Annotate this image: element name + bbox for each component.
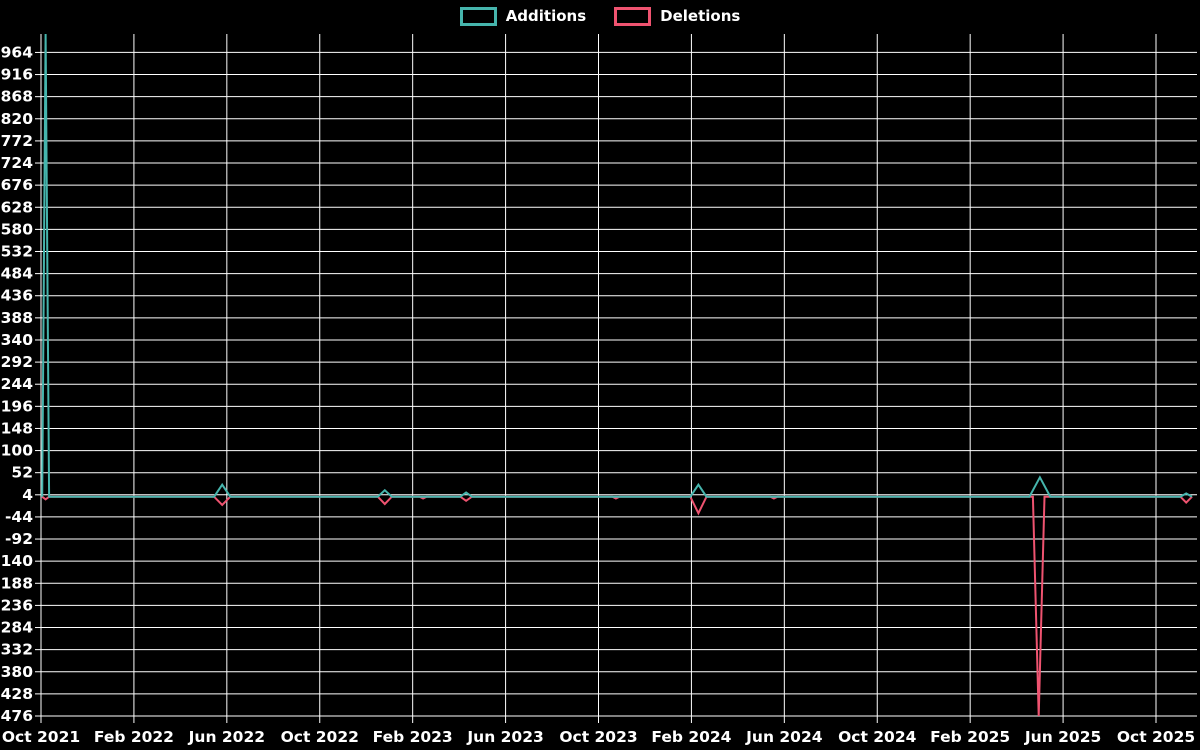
svg-text:484: 484	[1, 265, 34, 283]
svg-text:Jun 2025: Jun 2025	[1024, 728, 1101, 746]
svg-text:388: 388	[1, 309, 33, 327]
svg-text:-476: -476	[0, 707, 33, 725]
svg-text:-284: -284	[0, 619, 33, 637]
svg-text:Oct 2022: Oct 2022	[281, 728, 359, 746]
y-tick-labels: 964 916 868 820 772 724 676 628 580 532 484 436 388 3…	[0, 43, 33, 725]
svg-text:676: 676	[1, 176, 33, 194]
svg-text:-380: -380	[0, 663, 33, 681]
svg-text:Feb 2023: Feb 2023	[373, 728, 453, 746]
svg-text:Jun 2023: Jun 2023	[466, 728, 543, 746]
svg-text:Oct 2021: Oct 2021	[2, 728, 80, 746]
svg-text:292: 292	[1, 353, 33, 371]
svg-text:196: 196	[1, 397, 33, 415]
svg-text:820: 820	[1, 110, 34, 128]
y-gridlines	[35, 51, 1197, 717]
svg-text:340: 340	[1, 331, 34, 349]
legend-item-additions[interactable]: Additions	[459, 7, 587, 26]
x-gridlines	[40, 34, 1157, 723]
svg-text:Feb 2022: Feb 2022	[94, 728, 174, 746]
svg-text:Jun 2022: Jun 2022	[188, 728, 265, 746]
svg-text:Oct 2025: Oct 2025	[1117, 728, 1195, 746]
svg-text:148: 148	[1, 419, 33, 437]
svg-text:100: 100	[1, 442, 34, 460]
svg-text:580: 580	[1, 220, 34, 238]
svg-text:-140: -140	[0, 552, 33, 570]
svg-text:-332: -332	[0, 641, 33, 659]
svg-text:772: 772	[1, 132, 33, 150]
x-tick-labels: Oct 2021 Feb 2022 Jun 2022 Oct 2022 Feb 2023…	[2, 728, 1195, 746]
additions-line	[41, 33, 1193, 498]
svg-text:-428: -428	[0, 685, 33, 703]
svg-text:724: 724	[1, 154, 34, 172]
chart-legend: Additions Deletions	[0, 7, 1200, 26]
deletions-legend-swatch	[614, 7, 652, 26]
svg-text:-44: -44	[5, 508, 33, 526]
additions-legend-label: Additions	[505, 7, 587, 25]
svg-text:-188: -188	[0, 574, 33, 592]
svg-text:-236: -236	[0, 596, 33, 614]
legend-item-deletions[interactable]: Deletions	[614, 7, 740, 26]
svg-text:Oct 2023: Oct 2023	[559, 728, 637, 746]
svg-text:Oct 2024: Oct 2024	[838, 728, 917, 746]
svg-text:532: 532	[1, 243, 33, 261]
svg-text:244: 244	[1, 375, 34, 393]
svg-text:4: 4	[22, 486, 33, 504]
svg-text:-92: -92	[5, 530, 33, 548]
svg-text:628: 628	[1, 198, 33, 216]
svg-text:964: 964	[1, 43, 34, 61]
svg-text:Feb 2025: Feb 2025	[930, 728, 1010, 746]
deletions-legend-label: Deletions	[660, 7, 741, 25]
svg-text:436: 436	[1, 287, 33, 305]
svg-text:Jun 2024: Jun 2024	[745, 728, 823, 746]
svg-text:868: 868	[1, 88, 33, 106]
deletions-line	[41, 495, 1193, 717]
svg-text:Feb 2024: Feb 2024	[651, 728, 731, 746]
svg-text:52: 52	[11, 464, 33, 482]
svg-text:916: 916	[1, 66, 33, 84]
additions-legend-swatch	[459, 7, 497, 26]
